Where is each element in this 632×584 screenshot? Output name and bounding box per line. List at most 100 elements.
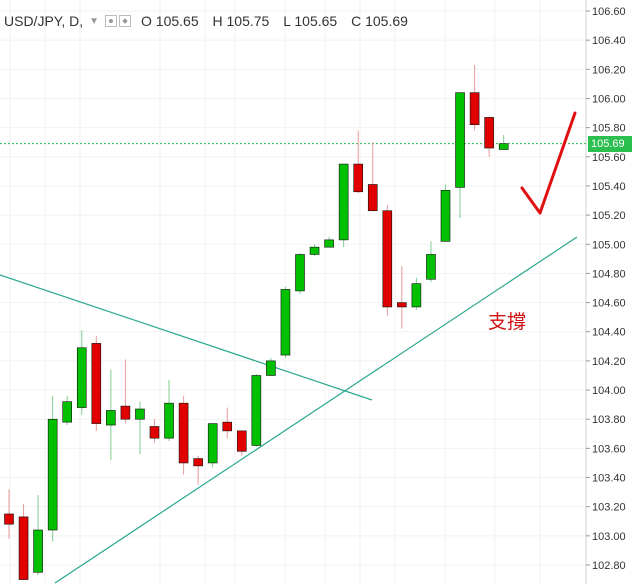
candle xyxy=(367,142,378,212)
candle xyxy=(149,419,160,443)
candle xyxy=(76,330,87,415)
candle-body xyxy=(498,143,509,150)
chevron-down-icon[interactable]: ▼ xyxy=(89,15,100,27)
candle xyxy=(193,455,203,485)
symbol-label[interactable]: USD/JPY, D, xyxy=(4,13,84,29)
candle-body xyxy=(338,163,349,241)
price-tick-label: 104.40 xyxy=(592,327,626,339)
last-price-badge: 105.69 xyxy=(588,136,632,152)
candle xyxy=(62,395,73,426)
candle xyxy=(411,277,422,310)
candle xyxy=(91,336,102,431)
price-tick-label: 103.20 xyxy=(592,502,626,514)
chart-grid xyxy=(0,0,586,584)
candle xyxy=(18,503,29,580)
candle xyxy=(120,359,131,424)
price-tick-label: 103.60 xyxy=(592,443,626,455)
candle-body xyxy=(309,246,320,255)
support-annotation: 支撐 xyxy=(488,312,527,333)
candle-body xyxy=(455,92,465,188)
candle xyxy=(33,495,43,576)
candle xyxy=(440,184,451,242)
candle-body xyxy=(33,529,43,573)
candle-body xyxy=(266,360,276,376)
candle-body xyxy=(76,347,87,408)
candle-body xyxy=(411,283,422,308)
chart-header: USD/JPY, D, ▼ O 105.65 H 105.75 L 105.65… xyxy=(0,11,418,31)
candle-body xyxy=(440,190,451,242)
candle-body xyxy=(484,117,494,149)
candle-body xyxy=(207,423,218,464)
price-tick-label: 106.00 xyxy=(592,93,626,105)
candle xyxy=(397,266,407,329)
candle-body xyxy=(18,516,29,580)
price-tick-label: 105.60 xyxy=(592,152,626,164)
candle xyxy=(498,134,509,150)
price-axis-ticks: 106.60 106.40 106.20 106.00 105.80 105.60 105.… xyxy=(586,6,626,572)
candle-body xyxy=(106,410,116,426)
candle xyxy=(237,430,247,456)
candle-body xyxy=(135,408,145,420)
gear-icon[interactable] xyxy=(119,15,132,27)
close-value: C 105.69 xyxy=(351,13,408,29)
candle xyxy=(295,253,305,294)
candle xyxy=(4,489,14,539)
candle-body xyxy=(469,92,480,126)
candle-body xyxy=(367,184,378,212)
candle-body xyxy=(149,426,160,439)
candle xyxy=(426,241,436,283)
price-tick-label: 102.80 xyxy=(592,560,626,572)
candle xyxy=(280,286,291,358)
candle xyxy=(484,117,494,157)
candle xyxy=(207,423,218,468)
candle xyxy=(47,395,58,542)
checkmark-annotation xyxy=(520,111,577,215)
visibility-icon[interactable] xyxy=(105,15,118,27)
candle xyxy=(309,244,320,256)
candle-body xyxy=(353,163,364,193)
candle xyxy=(106,369,116,461)
candle xyxy=(251,374,262,447)
candle-body xyxy=(237,430,247,452)
candle-body xyxy=(120,405,131,420)
candle xyxy=(455,92,465,219)
price-tick-label: 104.80 xyxy=(592,268,626,280)
support-trendline xyxy=(54,236,578,584)
price-tick-label: 105.20 xyxy=(592,210,626,222)
candle xyxy=(469,64,480,131)
candle-body xyxy=(91,343,102,424)
candle xyxy=(338,163,349,248)
price-tick-label: 105.00 xyxy=(592,239,626,251)
candle-body xyxy=(193,458,203,467)
price-tick-label: 103.40 xyxy=(592,473,626,485)
descending-trendline xyxy=(0,274,373,401)
price-tick-label: 103.80 xyxy=(592,414,626,426)
candle-body xyxy=(4,513,14,525)
candle xyxy=(178,395,189,475)
price-tick-label: 106.40 xyxy=(592,35,626,47)
candle-body xyxy=(397,302,407,308)
candle-body xyxy=(251,375,262,446)
open-value: O 105.65 xyxy=(141,13,199,29)
candle-body xyxy=(324,239,334,248)
high-value: H 105.75 xyxy=(212,13,270,29)
candle-body xyxy=(280,289,291,356)
candle-body xyxy=(222,421,233,432)
candle xyxy=(382,204,393,316)
price-tick-label: 104.60 xyxy=(592,298,626,310)
price-tick-label: 105.40 xyxy=(592,181,626,193)
price-tick-label: 106.60 xyxy=(592,6,626,18)
candle-body xyxy=(62,401,73,423)
candle-body xyxy=(47,418,58,531)
candle xyxy=(266,357,276,376)
candles xyxy=(4,64,509,580)
ohlc-readout: O 105.65 H 105.75 L 105.65 C 105.69 xyxy=(141,13,418,29)
candle xyxy=(135,401,145,455)
low-value: L 105.65 xyxy=(283,13,338,29)
candle-body xyxy=(178,402,189,464)
candle xyxy=(222,407,233,439)
candle-body xyxy=(164,402,174,439)
price-tick-label: 104.20 xyxy=(592,356,626,368)
price-tick-label: 103.00 xyxy=(592,531,626,543)
